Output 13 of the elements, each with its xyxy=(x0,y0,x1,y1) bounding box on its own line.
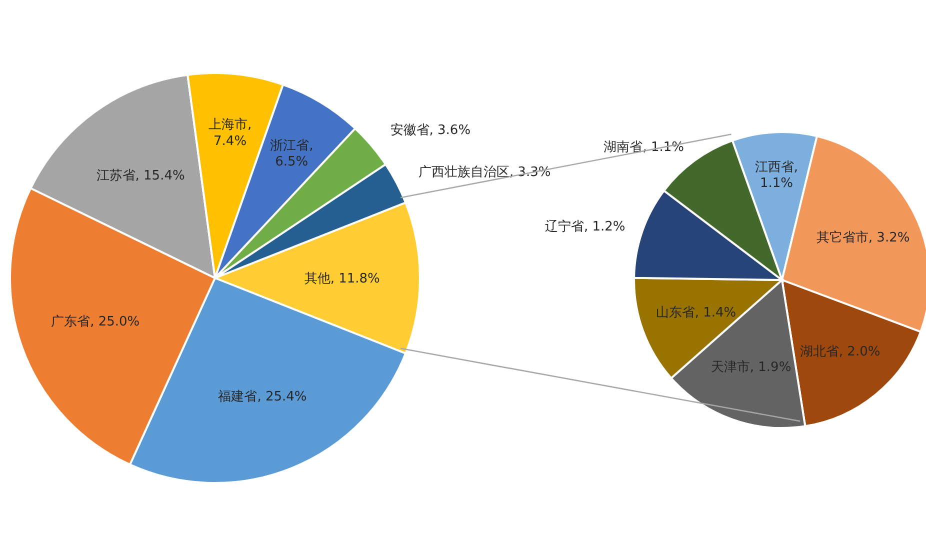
slice-label: 湖北省, 2.0% xyxy=(800,344,880,360)
slice-label: 辽宁省, 1.2% xyxy=(544,218,626,235)
slice-label: 天津市, 1.9% xyxy=(710,360,792,375)
slice-label: 其他, 11.8% xyxy=(304,272,380,287)
slice-label: 福建省, 25.4% xyxy=(218,389,307,404)
slice-label: 安徽省, 3.6% xyxy=(390,122,471,138)
slice-label: 山东省, 1.4% xyxy=(656,305,736,320)
slice-label: 浙江省, 6.5% xyxy=(270,138,314,170)
slice-label: 广东省, 25.0% xyxy=(51,314,140,330)
slice-label: 上海市, 7.4% xyxy=(208,118,252,149)
slice-label: 江西省, 1.1% xyxy=(754,160,798,192)
slice-label: 其它省市, 3.2% xyxy=(816,230,910,246)
slice-label: 江苏省, 15.4% xyxy=(96,168,185,184)
